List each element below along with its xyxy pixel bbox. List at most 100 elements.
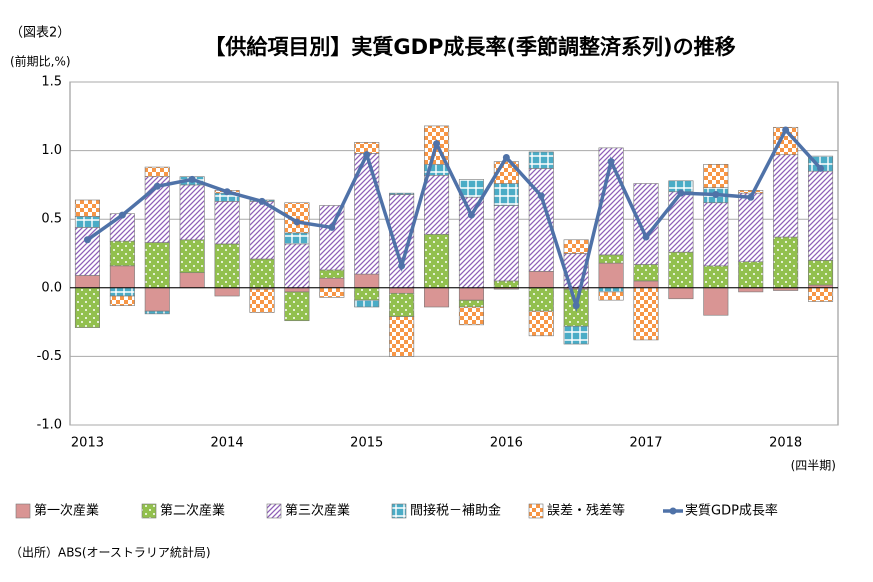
bar-segment (319, 277, 345, 289)
bar-segment (633, 264, 659, 282)
bar-segment (773, 236, 799, 289)
legend-label: 第三次産業 (285, 503, 350, 519)
chart-title: 【供給項目別】実質GDP成長率(季節調整済系列)の推移 (204, 35, 735, 59)
bar-segment (424, 233, 450, 289)
bar-segment (598, 287, 624, 293)
bar-segment (284, 232, 310, 245)
bar-segment (214, 201, 240, 245)
bar-segment (179, 272, 205, 289)
bar-segment (703, 164, 729, 188)
bar-segment (598, 291, 624, 301)
figure-label: （図表2） (10, 26, 70, 41)
legend-swatch (266, 503, 282, 519)
line-marker (607, 158, 615, 166)
x-tick-label: 2016 (490, 436, 523, 451)
bar-segment (528, 287, 554, 312)
bar-segment (144, 287, 170, 312)
bar-segment (319, 205, 345, 271)
bar-segment (109, 240, 135, 267)
line-marker (363, 151, 371, 159)
line-marker (153, 182, 161, 190)
x-tick-label: 2013 (71, 436, 104, 451)
x-axis-label: (四半期) (791, 459, 836, 473)
bar-segment (668, 287, 694, 300)
bar-segment (703, 202, 729, 267)
bar-segment (528, 310, 554, 337)
line-marker (502, 153, 510, 161)
legend-swatch (15, 503, 31, 519)
legend-label: 実質GDP成長率 (685, 503, 778, 519)
bar-segment (214, 243, 240, 289)
legend-label: 間接税－補助金 (410, 503, 501, 519)
y-axis-label: (前期比,%) (10, 54, 71, 69)
line-marker (328, 223, 336, 231)
bar-segment (738, 287, 764, 293)
bar-segment (109, 265, 135, 289)
bar-segment (424, 287, 450, 308)
x-tick-label: 2018 (769, 436, 802, 451)
bar-segment (633, 287, 659, 341)
line-marker (258, 197, 266, 205)
line-marker (747, 193, 755, 201)
line-marker (188, 175, 196, 183)
legend-swatch (528, 503, 544, 519)
legend-label: 誤差・残差等 (547, 503, 625, 519)
bar-segment (458, 299, 484, 308)
bar-segment (668, 191, 694, 253)
bar-segment (109, 287, 135, 297)
bar-segment (668, 251, 694, 289)
x-tick-label: 2017 (629, 436, 662, 451)
line-marker (467, 211, 475, 219)
bar-segment (214, 287, 240, 297)
y-tick-label: -0.5 (37, 349, 62, 364)
bar-segment (284, 287, 310, 293)
bar-segment (493, 205, 519, 282)
line-marker (398, 262, 406, 270)
bar-segment (249, 258, 275, 289)
bar-segment (808, 287, 834, 302)
bar-segment (284, 243, 310, 289)
bar-segment (354, 287, 380, 301)
bar-segment (144, 166, 170, 177)
legend-marker (669, 507, 677, 515)
line-marker (712, 191, 720, 199)
line-marker (572, 302, 580, 310)
y-tick-label: 0.0 (41, 280, 62, 295)
bar-segment (424, 174, 450, 235)
bar-segment (74, 199, 100, 217)
y-tick-label: -1.0 (37, 418, 62, 433)
line (86, 126, 822, 313)
bar-segment (284, 291, 310, 322)
bar-segment (74, 275, 100, 289)
bar-segment (319, 287, 345, 298)
line-marker (118, 211, 126, 219)
line-marker (83, 236, 91, 244)
bar-segment (144, 242, 170, 289)
line-marker (223, 188, 231, 196)
bar-segment (74, 227, 100, 276)
bar-segment (738, 190, 764, 194)
line-marker (433, 140, 441, 148)
bar-segment (389, 287, 415, 294)
bar-segment (703, 265, 729, 289)
line-marker (537, 192, 545, 200)
legend-label: 第一次産業 (34, 503, 99, 519)
bar-segment (458, 287, 484, 301)
bar-segment (738, 261, 764, 289)
bar-segment (354, 299, 380, 308)
bar-segment (179, 239, 205, 274)
bar-segment (179, 184, 205, 241)
bar-segment (389, 316, 415, 357)
bar-segment (703, 287, 729, 316)
bar-segment (808, 260, 834, 286)
bar-segment (458, 306, 484, 326)
bar-segment (773, 154, 799, 238)
line-marker (677, 189, 685, 197)
line-marker (293, 218, 301, 226)
bar-segment (354, 273, 380, 289)
bar-segment (249, 201, 275, 260)
legend-swatch (141, 503, 157, 519)
bar-segment (493, 280, 519, 289)
y-tick-label: 1.5 (41, 75, 62, 90)
